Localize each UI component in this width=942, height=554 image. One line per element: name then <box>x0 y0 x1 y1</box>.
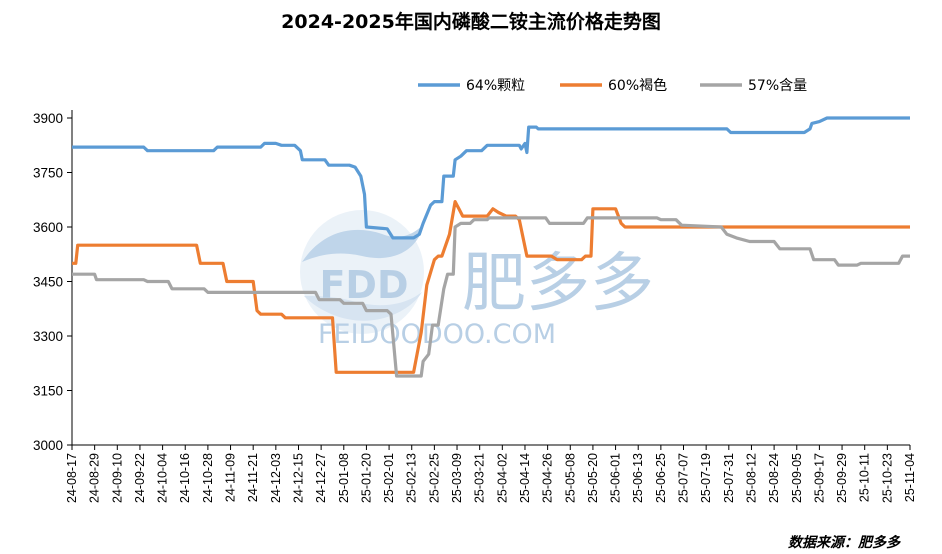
x-tick-label: 24-10-04 <box>156 453 170 503</box>
series-lines <box>72 116 910 378</box>
x-tick-label: 24-08-29 <box>88 453 102 503</box>
y-tick-label: 3900 <box>33 111 63 126</box>
chart-source: 数据来源：肥多多 <box>788 534 901 551</box>
y-tick-label: 3600 <box>33 220 63 235</box>
x-tick-label: 24-10-28 <box>201 453 215 503</box>
x-tick-label: 24-09-10 <box>110 453 124 503</box>
x-tick-label: 25-08-24 <box>767 453 781 503</box>
x-tick-label: 25-05-08 <box>563 453 577 503</box>
x-tick-label: 25-07-19 <box>699 453 713 503</box>
series-line-2 <box>72 200 910 374</box>
x-tick-label: 25-10-11 <box>858 453 872 502</box>
y-tick-label: 3750 <box>33 166 63 181</box>
x-tick-label: 25-07-31 <box>722 453 736 503</box>
x-tick-label: 25-05-20 <box>586 453 600 503</box>
x-tick-label: 25-06-13 <box>631 453 645 503</box>
watermark: FDD 肥多多 FEIDOODOO.COM <box>300 210 654 350</box>
x-tick-label: 24-12-15 <box>291 453 305 503</box>
x-tick-label: 25-06-25 <box>654 453 668 503</box>
x-tick-label: 25-04-26 <box>541 453 555 503</box>
series-line-1 <box>72 116 910 240</box>
x-tick-label: 24-11-09 <box>224 453 238 502</box>
x-tick-label: 24-09-22 <box>133 453 147 503</box>
x-tick-label: 25-04-02 <box>495 453 509 503</box>
y-axis: 3000 3150 3300 3450 3600 3750 3900 <box>33 110 73 453</box>
x-tick-label: 25-08-12 <box>744 453 758 503</box>
x-tick-label: 25-07-07 <box>677 453 691 503</box>
legend: 64%颗粒 60%褐色 57%含量 <box>418 77 807 94</box>
legend-label-2: 60%褐色 <box>608 77 667 94</box>
x-tick-label: 24-10-16 <box>178 453 192 503</box>
legend-label-3: 57%含量 <box>748 78 807 94</box>
x-tick-label: 24-11-21 <box>246 453 260 502</box>
x-tick-label: 25-10-23 <box>880 453 894 503</box>
x-tick-label: 24-12-27 <box>314 453 328 503</box>
y-tick-label: 3450 <box>33 275 63 290</box>
x-tick-label: 25-01-08 <box>337 453 351 503</box>
y-tick-label: 3300 <box>33 329 63 344</box>
y-tick-label: 3150 <box>33 384 63 399</box>
x-tick-label: 25-02-25 <box>427 453 441 503</box>
x-tick-label: 24-08-17 <box>65 453 79 503</box>
x-tick-label: 25-11-04 <box>903 453 917 502</box>
x-tick-label: 24-12-03 <box>269 453 283 503</box>
x-tick-label: 25-02-13 <box>405 453 419 503</box>
series-line-3 <box>72 216 910 378</box>
y-tick-label: 3000 <box>33 438 63 453</box>
x-tick-label: 25-09-17 <box>812 453 826 503</box>
x-tick-label: 25-09-05 <box>790 453 804 503</box>
x-tick-label: 25-03-21 <box>473 453 487 503</box>
x-tick-label: 25-04-14 <box>518 453 532 503</box>
x-tick-label: 25-01-20 <box>359 453 373 503</box>
chart-title: 2024-2025年国内磷酸二铵主流价格走势图 <box>281 10 661 33</box>
legend-label-1: 64%颗粒 <box>466 78 525 94</box>
x-tick-label: 25-02-01 <box>382 453 396 503</box>
x-axis: 24-08-17 24-08-29 24-09-10 24-09-22 24-10-04… <box>65 444 917 503</box>
x-tick-label: 25-09-29 <box>835 453 849 503</box>
x-tick-label: 25-06-01 <box>609 453 623 503</box>
x-tick-label: 25-03-09 <box>450 453 464 503</box>
